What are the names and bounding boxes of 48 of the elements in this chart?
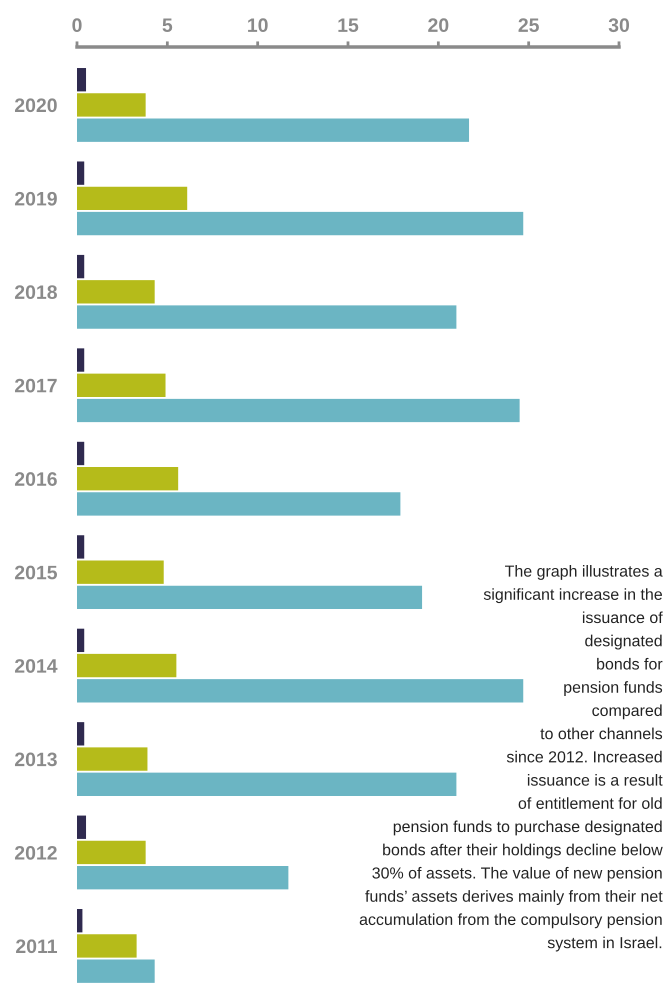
bar xyxy=(77,348,84,372)
bar xyxy=(77,398,520,422)
y-tick-label: 2011 xyxy=(16,939,58,954)
y-tick-label: 2014 xyxy=(14,659,58,673)
bar xyxy=(77,305,456,329)
y-tick-label: 2018 xyxy=(14,285,57,300)
bar xyxy=(77,68,86,92)
bar xyxy=(77,816,86,839)
bar xyxy=(77,492,400,516)
bar xyxy=(77,654,176,678)
bar xyxy=(77,93,146,117)
y-tick-label: 2016 xyxy=(14,472,57,486)
bar xyxy=(77,254,84,278)
bar xyxy=(77,909,82,932)
bar xyxy=(77,374,166,397)
bar xyxy=(77,934,137,958)
bar xyxy=(77,560,164,584)
y-tick-label: 2015 xyxy=(14,566,58,580)
bar xyxy=(77,866,288,890)
bar xyxy=(77,628,84,652)
y-tick-label: 2020 xyxy=(14,98,57,112)
text: The graph illustrates a significant increase in the issuance of designated bonds for pension funds compared to other channels since 2012. Increased issuance is a result of entitlement for old pension funds to purchase designated bonds after their holdings decline below 30% of assets. The value of new pension funds’ assets derives mainly from their net accumulation from the compulsory pension system in Israel. xyxy=(360,565,663,952)
bar xyxy=(77,161,84,185)
bar xyxy=(77,212,524,236)
bar xyxy=(77,840,146,864)
bar xyxy=(77,442,84,466)
bar xyxy=(77,959,155,983)
y-tick-label: 2012 xyxy=(14,846,57,860)
bar xyxy=(77,467,178,490)
y-tick-label: 2017 xyxy=(14,378,57,392)
bar xyxy=(77,747,148,771)
x-tick-label: 15 xyxy=(338,18,358,32)
x-tick-label: 30 xyxy=(608,18,630,32)
x-tick-label: 10 xyxy=(248,18,268,32)
bar xyxy=(77,679,524,703)
bar xyxy=(77,772,456,796)
bar xyxy=(77,186,188,210)
x-tick-label: 25 xyxy=(518,18,539,32)
y-tick-label: 2019 xyxy=(14,192,57,206)
bar xyxy=(77,118,470,142)
bar xyxy=(77,586,422,610)
x-tick-label: 20 xyxy=(428,18,448,32)
x-tick-label: 5 xyxy=(162,18,172,32)
bar xyxy=(77,280,155,304)
x-tick-label: 0 xyxy=(72,18,82,32)
y-tick-label: 2013 xyxy=(14,752,57,766)
bar xyxy=(77,722,84,746)
bar xyxy=(77,535,84,559)
